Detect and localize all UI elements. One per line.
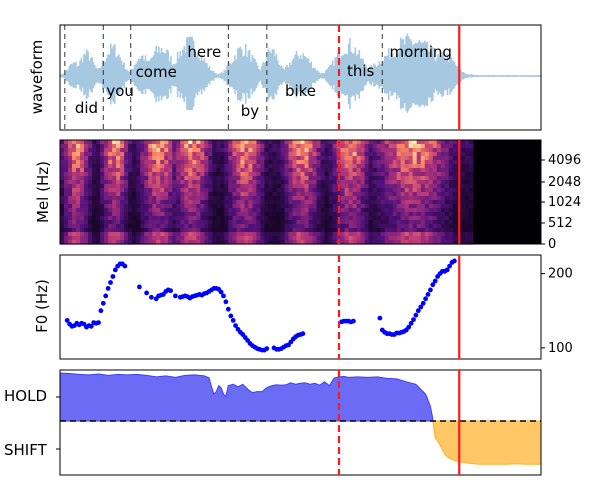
word-label-come: come xyxy=(136,63,177,81)
f0-point-114 xyxy=(430,282,436,288)
mel-ylabel: Mel (Hz) xyxy=(34,161,52,223)
f0-point-111 xyxy=(423,296,428,302)
f0-point-20 xyxy=(112,267,118,273)
f0-point-35 xyxy=(173,293,178,299)
word-label-morning: morning xyxy=(390,43,452,61)
mel-frame xyxy=(59,139,542,245)
f0-point-123 xyxy=(452,258,457,264)
f0-point-107 xyxy=(413,312,419,318)
f0-point-0 xyxy=(64,318,70,323)
f0-point-18 xyxy=(108,280,113,285)
f0-point-14 xyxy=(98,308,104,314)
f0-point-15 xyxy=(100,300,106,306)
word-label-here: here xyxy=(187,43,221,61)
f0-point-56 xyxy=(225,306,231,312)
f0-point-109 xyxy=(418,304,424,310)
word-label-this: this xyxy=(347,62,375,80)
f0-point-54 xyxy=(221,293,226,299)
f0-point-106 xyxy=(411,317,416,322)
waveform-frame xyxy=(59,24,542,131)
word-label-bike: bike xyxy=(285,82,316,100)
f0-point-113 xyxy=(428,287,433,293)
f0-point-16 xyxy=(103,293,109,299)
mel-heatmap xyxy=(60,140,474,245)
mel-ytick-label-2048: 2048 xyxy=(548,175,581,190)
f0-point-13 xyxy=(96,320,101,325)
f0-point-19 xyxy=(110,274,116,279)
f0-point-59 xyxy=(233,323,239,328)
hold-label: HOLD xyxy=(4,387,47,405)
word-label-did: did xyxy=(75,99,98,117)
f0-point-34 xyxy=(168,288,174,294)
f0-point-24 xyxy=(122,263,128,269)
shift-area xyxy=(432,420,542,465)
f0-points xyxy=(64,258,457,353)
f0-point-105 xyxy=(408,320,414,326)
f0-panel xyxy=(59,254,542,360)
mel-ytick-label-512: 512 xyxy=(548,216,573,231)
f0-point-112 xyxy=(425,292,431,297)
waveform-ylabel: waveform xyxy=(28,39,46,115)
mel-ytick-label-0: 0 xyxy=(548,237,556,252)
word-label-by: by xyxy=(241,102,260,120)
f0-point-55 xyxy=(223,299,229,305)
f0-point-92 xyxy=(377,315,383,321)
f0-point-104 xyxy=(406,324,412,330)
turn-frame xyxy=(59,369,542,476)
f0-point-26 xyxy=(144,290,150,296)
mel-ytick-label-1024: 1024 xyxy=(548,195,581,210)
f0-point-53 xyxy=(218,289,224,295)
shift-label: SHIFT xyxy=(4,441,47,459)
f0-point-17 xyxy=(105,286,111,291)
f0-point-121 xyxy=(447,263,452,269)
f0-point-57 xyxy=(228,313,234,319)
f0-point-120 xyxy=(444,267,450,273)
f0-point-27 xyxy=(149,294,154,300)
f0-point-110 xyxy=(420,300,426,306)
f0-ytick-label-100: 100 xyxy=(548,341,573,356)
mel-ytick-label-4096: 4096 xyxy=(548,153,581,168)
f0-point-25 xyxy=(137,284,142,290)
f0-point-108 xyxy=(415,308,421,314)
f0-point-58 xyxy=(230,318,236,323)
f0-point-72 xyxy=(264,346,270,351)
f0-point-10 xyxy=(88,323,94,329)
f0-point-115 xyxy=(432,278,438,284)
f0-point-85 xyxy=(300,331,306,337)
word-label-you: you xyxy=(106,82,134,100)
f0-ytick-label-200: 200 xyxy=(548,267,573,282)
f0-point-91 xyxy=(351,318,356,324)
f0-ylabel: F0 (Hz) xyxy=(33,279,51,333)
